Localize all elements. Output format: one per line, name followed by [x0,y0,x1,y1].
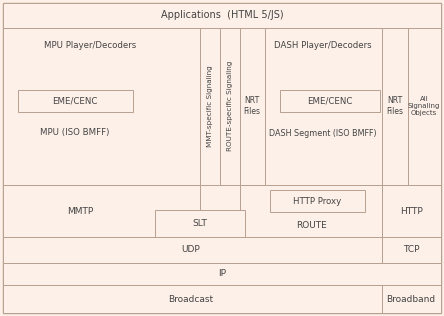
Text: DASH Player/Decoders: DASH Player/Decoders [274,41,372,51]
Bar [3,285,441,313]
Bar [270,190,365,212]
Text: HTTP Proxy: HTTP Proxy [293,197,341,205]
Text: DASH Segment (ISO BMFF): DASH Segment (ISO BMFF) [269,129,377,137]
Text: ROUTE-specific Signaling: ROUTE-specific Signaling [227,61,233,151]
Text: MPU Player/Decoders: MPU Player/Decoders [44,41,136,51]
Text: Broadband: Broadband [386,295,436,303]
Text: All
Signaling
Objects: All Signaling Objects [408,96,440,116]
Text: Applications  (HTML 5/JS): Applications (HTML 5/JS) [161,10,283,21]
Bar [382,28,408,185]
Bar [200,28,220,185]
Bar [3,263,441,285]
Bar [220,28,240,185]
Text: HTTP: HTTP [400,206,422,216]
Bar [382,185,441,237]
Bar [240,185,382,237]
Bar [3,185,200,237]
Text: MMTP: MMTP [67,206,93,216]
Text: EME/CENC: EME/CENC [52,96,98,106]
Bar [3,237,441,263]
Bar [382,285,441,313]
Bar [3,285,382,313]
Bar [3,28,200,185]
Text: SLT: SLT [193,218,207,228]
Text: UDP: UDP [182,246,200,254]
Text: MPU (ISO BMFF): MPU (ISO BMFF) [40,129,110,137]
Bar [408,28,441,185]
Text: IP: IP [218,270,226,278]
Text: ROUTE: ROUTE [296,222,326,230]
Bar [18,90,133,112]
Text: TCP: TCP [403,246,419,254]
Text: NRT
Files: NRT Files [386,96,404,116]
Text: MMT-specific Signaling: MMT-specific Signaling [207,65,213,147]
Bar [280,90,380,112]
Bar [155,210,245,237]
Bar [3,3,441,28]
Text: NRT
Files: NRT Files [243,96,261,116]
Text: EME/CENC: EME/CENC [307,96,353,106]
Bar [382,237,441,263]
Bar [240,28,265,185]
Bar [265,28,382,185]
Text: Broadcast: Broadcast [168,295,214,303]
Bar [3,237,382,263]
